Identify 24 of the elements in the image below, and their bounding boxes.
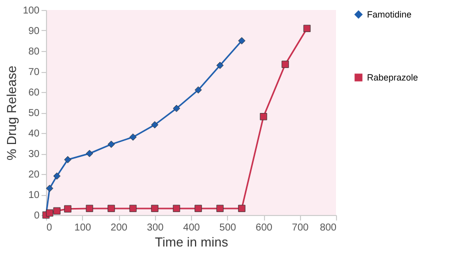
x-tick-label: 0 <box>46 222 52 234</box>
legend-label: Famotidine <box>367 10 412 20</box>
y-tick-label: 30 <box>28 149 40 160</box>
y-tick-label: 70 <box>28 67 40 78</box>
x-tick-label: 800 <box>320 222 337 234</box>
x-tick-label: 300 <box>146 222 164 234</box>
y-tick-label: 20 <box>28 170 40 180</box>
y-tick-label: 80 <box>28 46 40 58</box>
x-tick-label: 200 <box>110 222 128 234</box>
y-tick-label: 60 <box>28 88 40 98</box>
y-tick-label: 100 <box>22 6 40 16</box>
y-tick-label: 10 <box>28 190 40 201</box>
y-axis-title: % Drug Release <box>4 66 19 160</box>
y-tick-label: 40 <box>28 128 40 140</box>
legend-label: Rabeprazole <box>367 72 418 82</box>
x-tick-label: 100 <box>74 222 92 234</box>
y-tick-label: 90 <box>28 26 40 37</box>
x-tick-label: 700 <box>292 222 310 234</box>
y-tick-label: 0 <box>34 210 40 222</box>
x-tick-label: 500 <box>219 222 237 234</box>
y-tick-label: 50 <box>28 108 40 119</box>
x-tick-label: 600 <box>256 222 273 234</box>
x-tick-label: 400 <box>183 222 200 234</box>
x-axis-title: Time in mins <box>154 234 229 250</box>
